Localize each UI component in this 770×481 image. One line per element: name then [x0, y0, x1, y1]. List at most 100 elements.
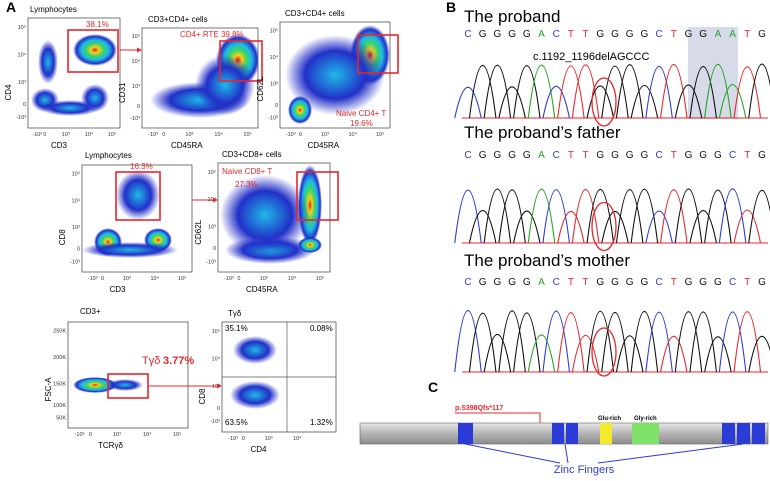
- trace-peak: [645, 311, 673, 373]
- density-blob: [233, 336, 277, 364]
- trace-peak: [527, 64, 556, 119]
- region-label: Gly-rich: [634, 416, 657, 422]
- x-tick-label: 0: [242, 436, 245, 442]
- trace-peak: [557, 210, 585, 244]
- base-call: T: [671, 29, 677, 40]
- base-call: G: [523, 277, 531, 288]
- x-tick-label: 0: [43, 132, 46, 138]
- plot-title: Tγδ: [228, 309, 242, 318]
- region-label: Glu-rich: [598, 416, 621, 422]
- base-call: G: [758, 150, 766, 161]
- flow-plot: Tγδ CD4 CD8 35.1% 0.08% 63.5% 1.32% -10³ 0 10³ 10⁴…: [198, 309, 337, 454]
- mutation-label: p.S398Qfs*117: [455, 405, 503, 412]
- x-tick-label: 10⁵: [243, 131, 251, 138]
- trace-peak: [689, 66, 717, 119]
- base-call: A: [715, 29, 722, 40]
- zinc-finger: [458, 423, 473, 444]
- zinc-finger-label: Zinc Fingers: [554, 464, 615, 476]
- x-axis-label: CD3: [110, 285, 127, 294]
- trace-peak: [513, 312, 541, 373]
- density: [31, 34, 117, 116]
- y-tick-label: 10⁵: [270, 28, 278, 35]
- gate-label: 1.32%: [310, 418, 333, 427]
- base-call: T: [744, 150, 750, 161]
- gate-label: 19.6%: [350, 119, 373, 128]
- base-call: C: [553, 277, 560, 288]
- density-blob: [285, 35, 385, 115]
- density: [73, 377, 143, 393]
- base-call: G: [611, 29, 619, 40]
- track-title: The proband’s mother: [464, 251, 630, 270]
- trace-peak: [630, 310, 659, 373]
- base-call: T: [744, 29, 750, 40]
- zinc-finger: [552, 423, 564, 444]
- x-tick-label: 10⁴: [143, 431, 152, 438]
- trace-peak: [674, 188, 703, 244]
- y-tick-label: 10⁵: [208, 169, 216, 176]
- gate-label: Naive CD4+ T: [336, 109, 386, 118]
- base-call: G: [494, 150, 502, 161]
- y-axis-label: FSC-A: [44, 377, 53, 402]
- y-tick-label: 10⁴: [270, 54, 279, 61]
- trace-peak: [586, 189, 615, 244]
- base-call: G: [596, 277, 604, 288]
- trace-peak: [483, 334, 512, 373]
- gate-label: 27.3%: [235, 180, 258, 189]
- y-tick-label: -10³: [268, 116, 278, 122]
- base-call: G: [699, 29, 707, 40]
- trace-peak: [601, 65, 629, 119]
- density: [230, 336, 280, 409]
- trace-peak: [601, 210, 629, 244]
- x-tick-label: 10⁵: [173, 431, 181, 438]
- base-call: A: [538, 277, 545, 288]
- y-tick-label: -10³: [210, 419, 220, 425]
- trace-peak: [733, 209, 762, 244]
- trace-peak: [454, 310, 482, 373]
- trace-peak: [557, 312, 585, 373]
- y-tick-label: 0: [23, 102, 26, 108]
- y-tick-label: -10³: [206, 259, 216, 265]
- density-blob: [73, 377, 117, 393]
- base-call: G: [523, 150, 531, 161]
- trace-peak: [718, 311, 747, 373]
- trace-peak: [674, 84, 703, 119]
- density-blob: [298, 237, 322, 253]
- y-tick-label: 10⁵: [18, 24, 26, 31]
- base-call: T: [583, 29, 589, 40]
- base-call: G: [714, 150, 722, 161]
- y-tick-label: 250K: [53, 329, 66, 335]
- x-tick-label: -10³: [228, 436, 238, 442]
- base-call: G: [508, 29, 516, 40]
- x-tick-label: 10³: [265, 436, 273, 442]
- trace-peak: [498, 310, 526, 373]
- y-tick-label: 0: [77, 247, 80, 253]
- y-tick-label: 50K: [56, 416, 66, 422]
- arrow-head: [217, 383, 222, 389]
- trace-peak: [468, 313, 497, 373]
- trace-peak: [586, 310, 615, 373]
- y-tick-label: 10⁴: [18, 52, 27, 59]
- base-call: G: [508, 277, 516, 288]
- trace-peak: [674, 311, 703, 373]
- density-blob: [116, 170, 160, 220]
- zinc-finger: [722, 423, 735, 444]
- flow-plot: CD3+CD4+ cells CD45RA CD62L Naive CD4+ T19.…: [256, 9, 399, 150]
- density-blob: [230, 381, 280, 409]
- x-tick-label: 10³: [185, 132, 193, 138]
- y-tick-label: 150K: [53, 382, 66, 388]
- track-title: The proband’s father: [464, 123, 621, 142]
- y-tick-label: 0: [137, 104, 140, 110]
- y-tick-label: 10⁵: [212, 328, 220, 335]
- trace-peak: [601, 312, 629, 373]
- flow-plot: CD3+CD8+ cells CD45RA CD62L Naive CD8+ T 27.…: [194, 150, 339, 294]
- y-axis-label: CD4: [4, 84, 13, 101]
- base-call: C: [464, 150, 471, 161]
- y-tick-label: 10³: [212, 384, 220, 390]
- trace-peak: [483, 188, 512, 244]
- mutation-circle: [591, 77, 617, 127]
- trace-peak: [571, 64, 600, 119]
